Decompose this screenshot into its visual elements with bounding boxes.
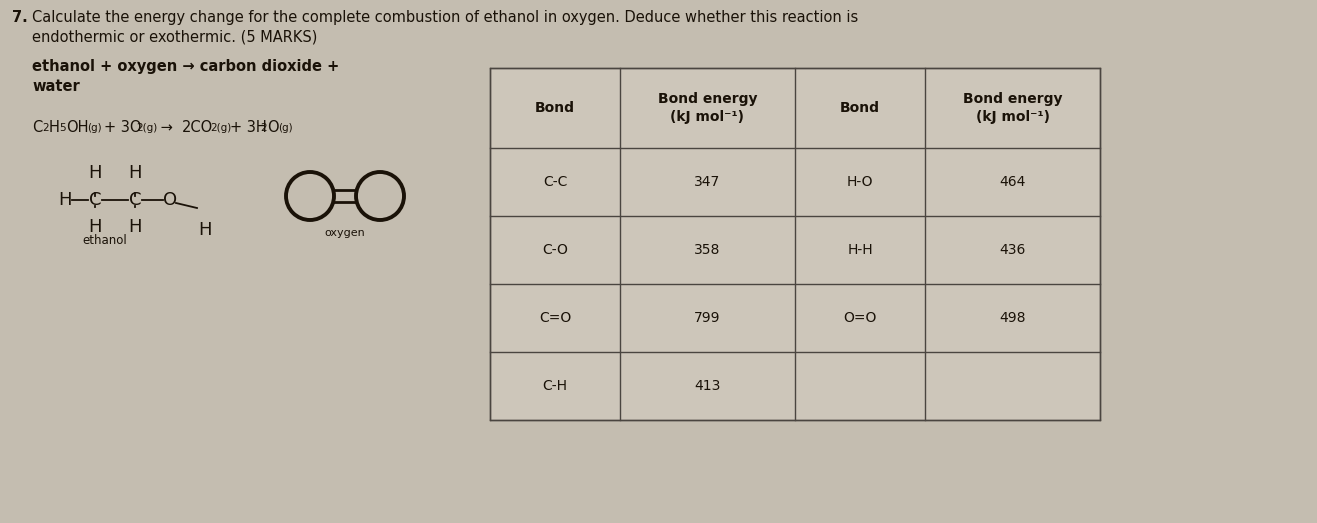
Text: C: C (32, 120, 42, 135)
Text: H: H (49, 120, 59, 135)
Text: 2CO: 2CO (182, 120, 213, 135)
Text: 2(g): 2(g) (209, 123, 232, 133)
Text: 347: 347 (694, 175, 720, 189)
Text: Bond: Bond (535, 101, 576, 115)
Text: Calculate the energy change for the complete combustion of ethanol in oxygen. De: Calculate the energy change for the comp… (32, 10, 859, 25)
Text: Bond energy
(kJ mol⁻¹): Bond energy (kJ mol⁻¹) (963, 92, 1063, 124)
Text: H-O: H-O (847, 175, 873, 189)
Text: 5: 5 (59, 123, 66, 133)
Text: H: H (88, 164, 101, 182)
Text: 413: 413 (694, 379, 720, 393)
Text: OH: OH (66, 120, 88, 135)
Text: 2: 2 (42, 123, 49, 133)
Text: 358: 358 (694, 243, 720, 257)
Text: 7.: 7. (12, 10, 28, 25)
Text: 2: 2 (259, 123, 266, 133)
Text: H-H: H-H (847, 243, 873, 257)
Text: + 3O: + 3O (104, 120, 141, 135)
Text: Bond energy
(kJ mol⁻¹): Bond energy (kJ mol⁻¹) (657, 92, 757, 124)
Text: C-H: C-H (543, 379, 568, 393)
Text: 436: 436 (1000, 243, 1026, 257)
Text: H: H (128, 218, 142, 236)
Text: 2(g): 2(g) (136, 123, 157, 133)
Text: H: H (198, 221, 212, 239)
Text: ethanol + oxygen → carbon dioxide +: ethanol + oxygen → carbon dioxide + (32, 59, 340, 74)
Text: (g): (g) (87, 123, 101, 133)
Text: 464: 464 (1000, 175, 1026, 189)
Text: water: water (32, 79, 80, 94)
Text: C: C (88, 191, 101, 209)
Text: 799: 799 (694, 311, 720, 325)
Text: oxygen: oxygen (324, 228, 365, 238)
Text: + 3H: + 3H (230, 120, 267, 135)
Text: H: H (128, 164, 142, 182)
Text: Bond: Bond (840, 101, 880, 115)
Text: C=O: C=O (539, 311, 572, 325)
Text: H: H (88, 218, 101, 236)
Text: O: O (163, 191, 176, 209)
Text: (g): (g) (278, 123, 292, 133)
Text: O: O (267, 120, 279, 135)
Text: 498: 498 (1000, 311, 1026, 325)
Text: endothermic or exothermic. (5 MARKS): endothermic or exothermic. (5 MARKS) (32, 29, 317, 44)
Text: C: C (129, 191, 141, 209)
Text: C-O: C-O (543, 243, 568, 257)
Text: →: → (155, 120, 178, 135)
Text: ethanol: ethanol (83, 234, 128, 247)
Text: H: H (58, 191, 71, 209)
Text: C-C: C-C (543, 175, 568, 189)
Text: O=O: O=O (843, 311, 877, 325)
Bar (490, 68, 1100, 420)
